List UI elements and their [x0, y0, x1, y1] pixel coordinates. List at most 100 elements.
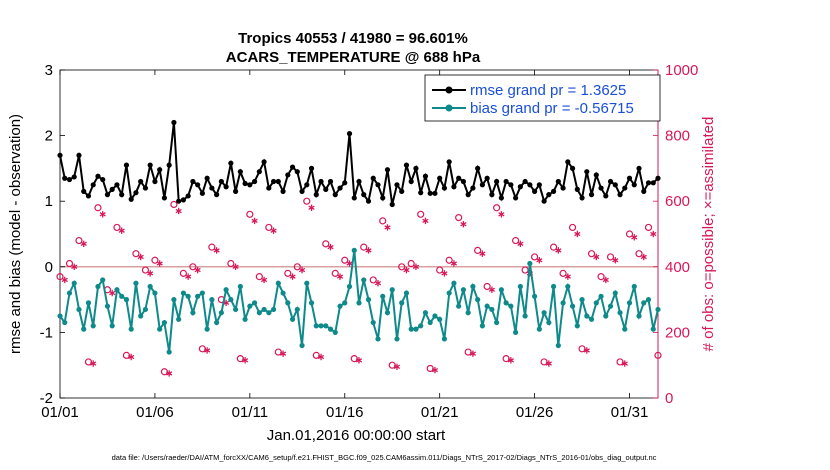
rmse-point: [460, 178, 467, 185]
obs-assimilated-point: [469, 350, 477, 357]
bias-point: [470, 283, 476, 290]
rmse-point: [441, 185, 448, 191]
x-tick-label: 01/16: [326, 404, 364, 421]
rmse-point: [180, 197, 186, 203]
rmse-point: [237, 169, 243, 175]
bias-point: [574, 323, 580, 329]
bias-point: [460, 287, 467, 293]
bias-point: [266, 310, 272, 316]
rmse-point: [470, 185, 476, 191]
rmse-point: [607, 178, 614, 185]
obs-assimilated-point: [137, 253, 144, 261]
bias-point: [503, 300, 509, 306]
obs-assimilated-stroke: [317, 354, 325, 360]
left-tick-label: -1: [40, 324, 53, 341]
rmse-point: [95, 173, 101, 179]
obs-assimilated-stroke: [128, 354, 135, 360]
rmse-point: [380, 195, 386, 201]
obs-possible-point: [417, 210, 425, 218]
bias-point: [617, 310, 623, 316]
rmse-point: [636, 165, 642, 171]
rmse-point: [517, 184, 523, 190]
left-tick-label: 1: [45, 193, 53, 210]
obs-assimilated-point: [232, 263, 239, 270]
bias-point: [607, 303, 614, 309]
obs-possible-point: [265, 223, 273, 232]
bias-point: [138, 313, 144, 319]
obs-possible-point: [483, 282, 491, 291]
bias-point: [242, 316, 248, 322]
legend-rmse-marker: [445, 86, 453, 94]
bias-point: [123, 297, 130, 303]
rmse-point: [199, 190, 205, 196]
obs-assimilated-point: [631, 234, 638, 241]
bias-point: [508, 303, 514, 309]
bias-point: [451, 280, 457, 286]
rmse-point: [560, 185, 566, 191]
obs-possible-point: [75, 236, 83, 245]
legend-rmse-label: rmse grand pr = 1.3625: [470, 82, 626, 99]
obs-possible-point: [56, 273, 64, 281]
obs-assimilated-stroke: [147, 271, 154, 276]
obs-possible-point: [151, 256, 159, 264]
bias-point: [95, 283, 101, 290]
right-tick-label: 800: [665, 128, 690, 145]
obs-assimilated-stroke: [232, 264, 239, 269]
bias-point: [631, 283, 637, 290]
rmse-point: [261, 159, 267, 165]
obs-possible-point: [331, 269, 339, 277]
x-tick-label: 01/21: [421, 404, 459, 421]
obs-assimilated-stroke: [99, 212, 106, 217]
left-tick-label: 3: [45, 62, 53, 79]
obs-assimilated-stroke: [498, 212, 505, 217]
bias-point: [536, 326, 542, 332]
obs-possible-point: [635, 250, 643, 258]
right-tick-label: 600: [665, 193, 690, 210]
obs-possible-point: [625, 230, 634, 238]
bias-point: [152, 290, 158, 296]
bias-point: [299, 342, 305, 349]
bias-point: [233, 306, 239, 313]
bias-point: [655, 306, 661, 313]
bias-point: [327, 326, 334, 332]
rmse-point: [584, 169, 590, 175]
bias-point: [650, 326, 656, 332]
obs-assimilated-stroke: [460, 221, 467, 227]
x-tick-label: 01/26: [516, 404, 554, 421]
obs-possible-point: [189, 263, 197, 271]
rmse-point: [655, 175, 661, 181]
rmse-point: [223, 184, 229, 190]
rmse-point: [489, 192, 495, 198]
bias-point: [313, 323, 319, 329]
rmse-point: [375, 182, 381, 188]
obs-possible-point: [341, 256, 349, 264]
bias-point: [323, 323, 329, 329]
obs-assimilated-point: [650, 230, 657, 238]
bias-point: [475, 297, 481, 303]
obs-assimilated-stroke: [583, 348, 590, 353]
bias-point: [569, 303, 576, 309]
obs-assimilated-point: [128, 353, 135, 361]
bias-point: [522, 313, 528, 319]
bias-point: [109, 323, 115, 329]
rmse-point: [133, 190, 139, 196]
obs-assimilated-stroke: [109, 290, 116, 296]
rmse-point: [209, 185, 215, 191]
obs-count-markers: [56, 197, 662, 377]
bias-point: [318, 323, 324, 329]
obs-assimilated-stroke: [185, 274, 192, 279]
bias-point: [204, 326, 210, 332]
obs-assimilated-point: [583, 347, 590, 354]
obs-assimilated-stroke: [80, 241, 87, 247]
bias-point: [527, 260, 533, 267]
obs-assimilated-stroke: [251, 218, 258, 224]
obs-assimilated-point: [574, 230, 581, 238]
obs-assimilated-point: [270, 227, 277, 234]
obs-assimilated-point: [355, 357, 363, 364]
bias-point: [81, 326, 87, 332]
obs-possible-point: [493, 204, 501, 212]
rmse-point: [114, 182, 120, 188]
x-tick-label: 01/01: [41, 404, 79, 421]
rmse-point: [536, 182, 542, 188]
obs-assimilated-point: [336, 273, 344, 280]
